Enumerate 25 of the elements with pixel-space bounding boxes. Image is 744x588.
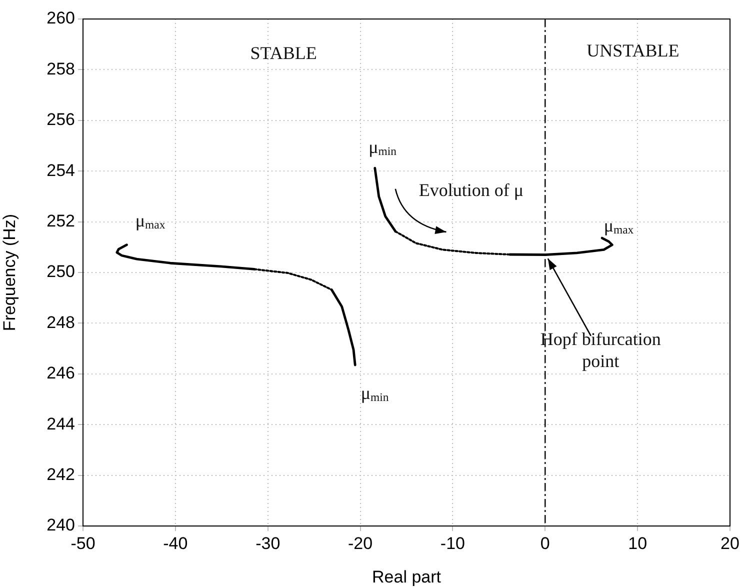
y-tick-label: 246 [46, 364, 75, 383]
x-tick-label: -20 [348, 534, 373, 553]
y-axis-title: Frequency (Hz) [0, 214, 19, 332]
x-tick-label: 20 [720, 534, 740, 553]
x-tick-label: 10 [628, 534, 648, 553]
annotation: UNSTABLE [586, 40, 680, 61]
y-tick-label: 256 [46, 110, 75, 130]
x-tick-label: -40 [163, 534, 188, 553]
annotation: Hopf bifurcation point [540, 328, 661, 371]
x-axis-title: Real part [372, 567, 442, 586]
annotation: STABLE [250, 43, 317, 64]
y-tick-label: 252 [46, 211, 75, 230]
y-tick-label: 254 [46, 160, 75, 180]
annotation: Evolution of μ [418, 180, 524, 200]
y-tick-label: 242 [46, 464, 75, 484]
x-tick-label: -10 [440, 534, 466, 553]
y-tick-label: 248 [46, 312, 75, 332]
y-tick-label: 250 [46, 262, 75, 282]
y-tick-label: 260 [46, 8, 75, 28]
y-tick-label: 240 [46, 516, 75, 535]
x-tick-label: -50 [70, 534, 96, 553]
y-tick-label: 258 [46, 59, 75, 78]
y-tick-label: 244 [46, 414, 75, 434]
x-tick-label: -30 [256, 534, 280, 553]
x-tick-label: 0 [540, 534, 550, 553]
